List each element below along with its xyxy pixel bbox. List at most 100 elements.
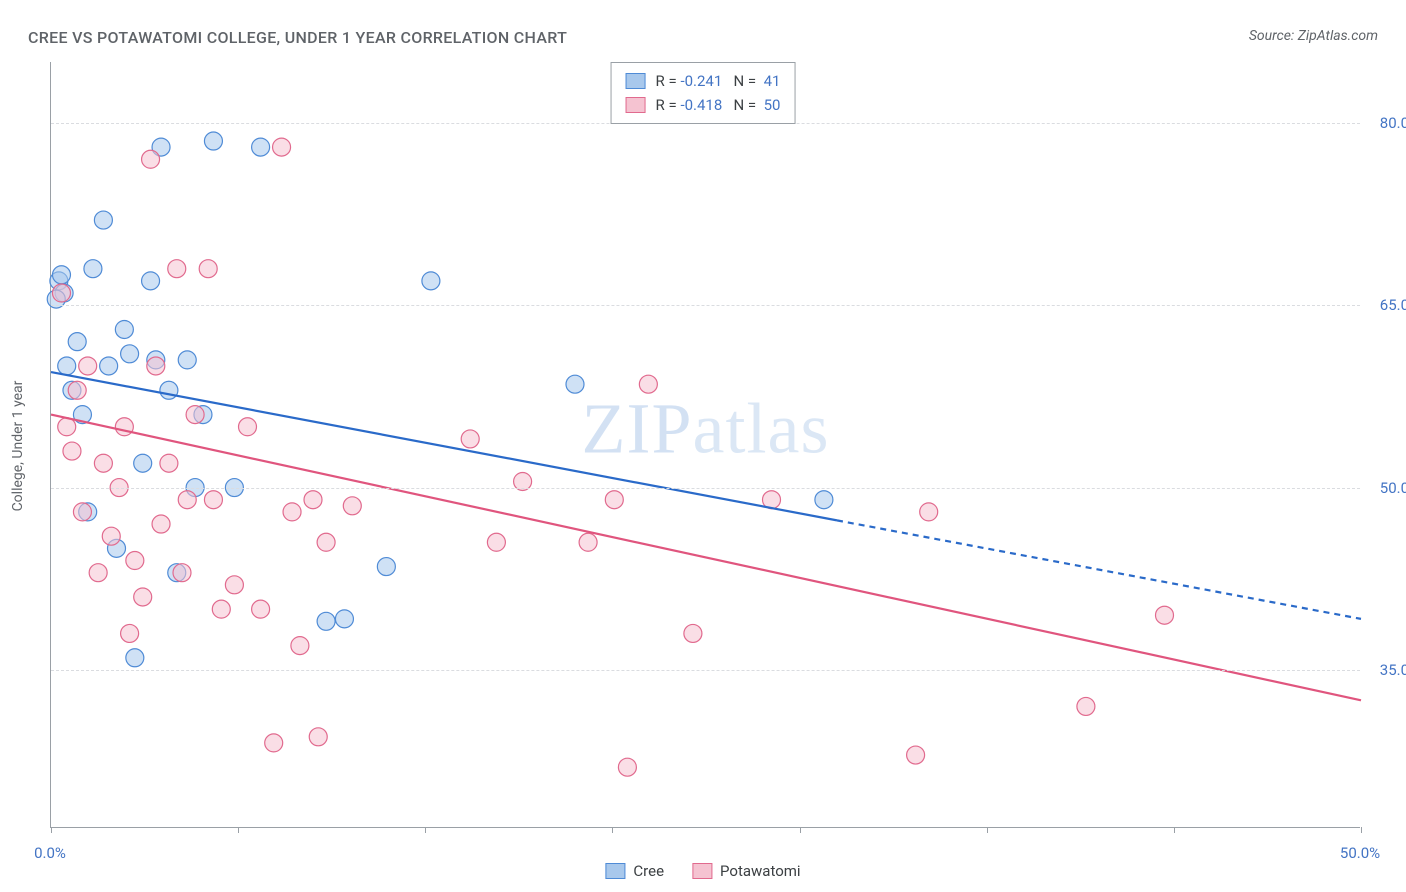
plot-svg <box>51 62 1360 827</box>
scatter-point <box>178 491 196 509</box>
scatter-point <box>265 734 283 752</box>
scatter-point <box>487 533 505 551</box>
scatter-point <box>1077 697 1095 715</box>
scatter-point <box>58 357 76 375</box>
legend-item: Potawatomi <box>692 862 801 880</box>
stats-legend: R = -0.241 N = 41R = -0.418 N = 50 <box>611 62 796 124</box>
scatter-point <box>252 138 270 156</box>
x-tick <box>800 827 801 833</box>
scatter-point <box>142 272 160 290</box>
scatter-point <box>121 624 139 642</box>
scatter-point <box>89 564 107 582</box>
scatter-point <box>52 266 70 284</box>
scatter-point <box>126 649 144 667</box>
scatter-point <box>639 375 657 393</box>
scatter-point <box>283 503 301 521</box>
scatter-point <box>84 260 102 278</box>
x-tick <box>425 827 426 833</box>
y-tick-label: 80.0% <box>1365 114 1406 132</box>
scatter-point <box>178 351 196 369</box>
scatter-point <box>377 558 395 576</box>
trend-line <box>51 372 837 520</box>
scatter-point <box>461 430 479 448</box>
scatter-point <box>304 491 322 509</box>
scatter-point <box>186 406 204 424</box>
correlation-chart: CREE VS POTAWATOMI COLLEGE, UNDER 1 YEAR… <box>0 0 1406 892</box>
y-tick-label: 65.0% <box>1365 296 1406 314</box>
scatter-point <box>212 600 230 618</box>
scatter-point <box>335 610 353 628</box>
y-tick-label: 35.0% <box>1365 661 1406 679</box>
scatter-point <box>126 552 144 570</box>
scatter-point <box>225 576 243 594</box>
legend-swatch <box>626 73 646 89</box>
scatter-point <box>204 132 222 150</box>
x-tick <box>238 827 239 833</box>
stats-text: R = -0.418 N = 50 <box>656 93 781 117</box>
stats-row: R = -0.241 N = 41 <box>626 69 781 93</box>
scatter-point <box>566 375 584 393</box>
bottom-legend: Cree Potawatomi <box>605 862 800 880</box>
scatter-point <box>73 503 91 521</box>
x-tick <box>612 827 613 833</box>
scatter-point <box>920 503 938 521</box>
legend-label: Cree <box>633 862 664 880</box>
scatter-point <box>343 497 361 515</box>
legend-item: Cree <box>605 862 664 880</box>
chart-source: Source: ZipAtlas.com <box>1249 28 1378 44</box>
stats-row: R = -0.418 N = 50 <box>626 93 781 117</box>
scatter-point <box>102 527 120 545</box>
scatter-point <box>142 150 160 168</box>
plot-area: ZIPatlas 35.0%50.0%65.0%80.0% <box>50 62 1360 828</box>
scatter-point <box>68 381 86 399</box>
y-tick-label: 50.0% <box>1365 479 1406 497</box>
stats-text: R = -0.241 N = 41 <box>656 69 781 93</box>
legend-label: Potawatomi <box>720 862 801 880</box>
scatter-point <box>317 533 335 551</box>
scatter-point <box>252 600 270 618</box>
legend-swatch <box>626 97 646 113</box>
scatter-point <box>317 612 335 630</box>
gridline <box>51 488 1360 489</box>
scatter-point <box>907 746 925 764</box>
trend-line <box>51 415 1361 701</box>
scatter-point <box>121 345 139 363</box>
scatter-point <box>605 491 623 509</box>
scatter-point <box>134 454 152 472</box>
x-tick-label: 50.0% <box>1340 844 1380 862</box>
scatter-point <box>147 357 165 375</box>
scatter-point <box>94 211 112 229</box>
scatter-point <box>68 333 86 351</box>
scatter-point <box>239 418 257 436</box>
scatter-point <box>618 758 636 776</box>
scatter-point <box>160 454 178 472</box>
x-tick <box>51 827 52 833</box>
y-axis-label: College, Under 1 year <box>10 381 26 512</box>
gridline <box>51 670 1360 671</box>
scatter-point <box>63 442 81 460</box>
x-tick <box>987 827 988 833</box>
scatter-point <box>1156 606 1174 624</box>
scatter-point <box>199 260 217 278</box>
scatter-point <box>309 728 327 746</box>
scatter-point <box>152 515 170 533</box>
scatter-point <box>115 320 133 338</box>
scatter-point <box>94 454 112 472</box>
scatter-point <box>273 138 291 156</box>
x-tick-label: 0.0% <box>34 844 66 862</box>
x-tick <box>1174 827 1175 833</box>
scatter-point <box>173 564 191 582</box>
scatter-point <box>422 272 440 290</box>
scatter-point <box>684 624 702 642</box>
scatter-point <box>291 637 309 655</box>
chart-title: CREE VS POTAWATOMI COLLEGE, UNDER 1 YEAR… <box>28 28 567 47</box>
scatter-point <box>134 588 152 606</box>
scatter-point <box>579 533 597 551</box>
gridline <box>51 305 1360 306</box>
legend-swatch <box>605 863 625 879</box>
scatter-point <box>204 491 222 509</box>
scatter-point <box>100 357 118 375</box>
scatter-point <box>168 260 186 278</box>
legend-swatch <box>692 863 712 879</box>
scatter-point <box>79 357 97 375</box>
